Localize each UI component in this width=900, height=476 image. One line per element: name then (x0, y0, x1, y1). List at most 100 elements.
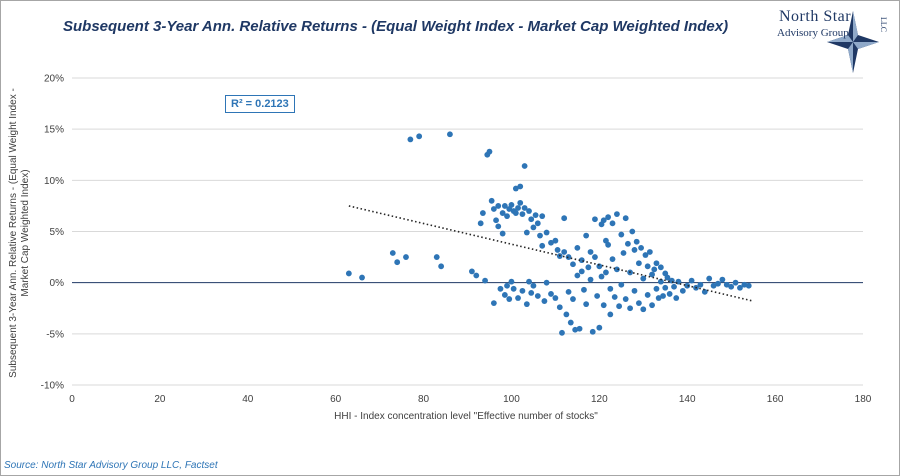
data-point (543, 229, 550, 236)
data-point (644, 263, 651, 270)
data-point (609, 256, 616, 263)
data-point (521, 163, 528, 169)
data-point (620, 250, 627, 256)
data-point (600, 302, 607, 309)
data-point (668, 277, 675, 284)
data-point (570, 261, 576, 268)
data-point (407, 136, 414, 143)
data-point (640, 275, 647, 282)
x-tick-label: 100 (503, 394, 520, 405)
data-point (468, 268, 475, 275)
data-point (495, 203, 502, 209)
data-point (671, 283, 677, 290)
data-point (526, 208, 532, 214)
x-tick-label: 120 (591, 394, 608, 405)
data-point (614, 211, 620, 218)
data-point (501, 203, 508, 209)
data-point (528, 290, 535, 296)
data-point (493, 217, 499, 224)
y-tick-label: 0% (50, 278, 65, 289)
data-point (737, 284, 743, 291)
x-tick-label: 140 (679, 394, 696, 405)
data-point (559, 329, 565, 336)
star-icon (827, 11, 879, 73)
data-point (552, 295, 559, 301)
data-point (565, 288, 572, 295)
data-point (523, 229, 530, 236)
data-point (486, 148, 493, 155)
data-point (501, 292, 508, 298)
data-point (642, 252, 649, 258)
data-point (534, 293, 541, 299)
data-point (506, 296, 513, 302)
data-point (673, 295, 680, 301)
y-axis-ticks: -10% -5% 0% 5% 10% 15% 20% (41, 74, 64, 392)
data-point (526, 278, 532, 285)
data-point (561, 249, 568, 255)
data-point (587, 249, 594, 255)
data-point (603, 269, 609, 276)
data-point (519, 287, 526, 294)
data-point (631, 247, 638, 253)
data-point (515, 295, 521, 301)
data-point (515, 205, 521, 211)
data-point (618, 231, 625, 238)
data-point (618, 281, 625, 288)
data-point (512, 185, 519, 192)
data-point (539, 242, 546, 249)
data-point (622, 296, 629, 302)
data-point (565, 254, 572, 260)
data-point (719, 276, 726, 283)
logo-line-2: Advisory Group (777, 27, 849, 39)
data-point (723, 281, 730, 288)
data-points (345, 131, 752, 336)
data-point (508, 201, 515, 208)
data-point (587, 276, 594, 283)
chart-title: Subsequent 3-Year Ann. Relative Returns … (63, 18, 729, 35)
data-point (666, 291, 673, 297)
data-point (649, 302, 655, 309)
data-point (574, 244, 581, 251)
data-point (530, 224, 537, 231)
y-tick-label: -5% (46, 329, 64, 340)
data-point (394, 259, 401, 266)
data-point (499, 210, 506, 216)
x-axis-label: HHI - Index concentration level "Effecti… (334, 411, 598, 422)
data-point (570, 296, 576, 302)
x-tick-label: 0 (69, 394, 75, 405)
data-point (644, 292, 651, 298)
data-point (662, 284, 669, 291)
data-point (548, 291, 554, 297)
y-axis-label: Subsequent 3-Year Ann. Relative Returns … (8, 88, 31, 378)
data-point (517, 199, 524, 206)
data-point (611, 294, 618, 300)
data-point (447, 131, 453, 138)
data-point (490, 206, 497, 212)
data-point (688, 277, 695, 284)
x-tick-label: 60 (330, 394, 342, 405)
data-point (537, 232, 543, 239)
data-point (345, 270, 352, 277)
data-point (561, 215, 568, 222)
data-point (646, 249, 653, 255)
data-point (635, 300, 642, 307)
data-point (490, 300, 497, 307)
data-point (508, 278, 515, 285)
data-point (607, 311, 614, 318)
data-point (649, 271, 655, 278)
data-point (653, 285, 660, 292)
data-point (517, 183, 524, 190)
data-point (605, 214, 612, 221)
data-point (528, 216, 535, 223)
data-point (660, 293, 666, 299)
data-point (532, 212, 539, 219)
data-point (576, 325, 583, 332)
data-point (629, 228, 636, 235)
data-point (732, 279, 739, 286)
data-point (543, 279, 550, 286)
data-point (578, 268, 585, 275)
data-point (359, 274, 365, 281)
data-point (710, 282, 717, 289)
logo-line-1: North Star (779, 8, 852, 25)
